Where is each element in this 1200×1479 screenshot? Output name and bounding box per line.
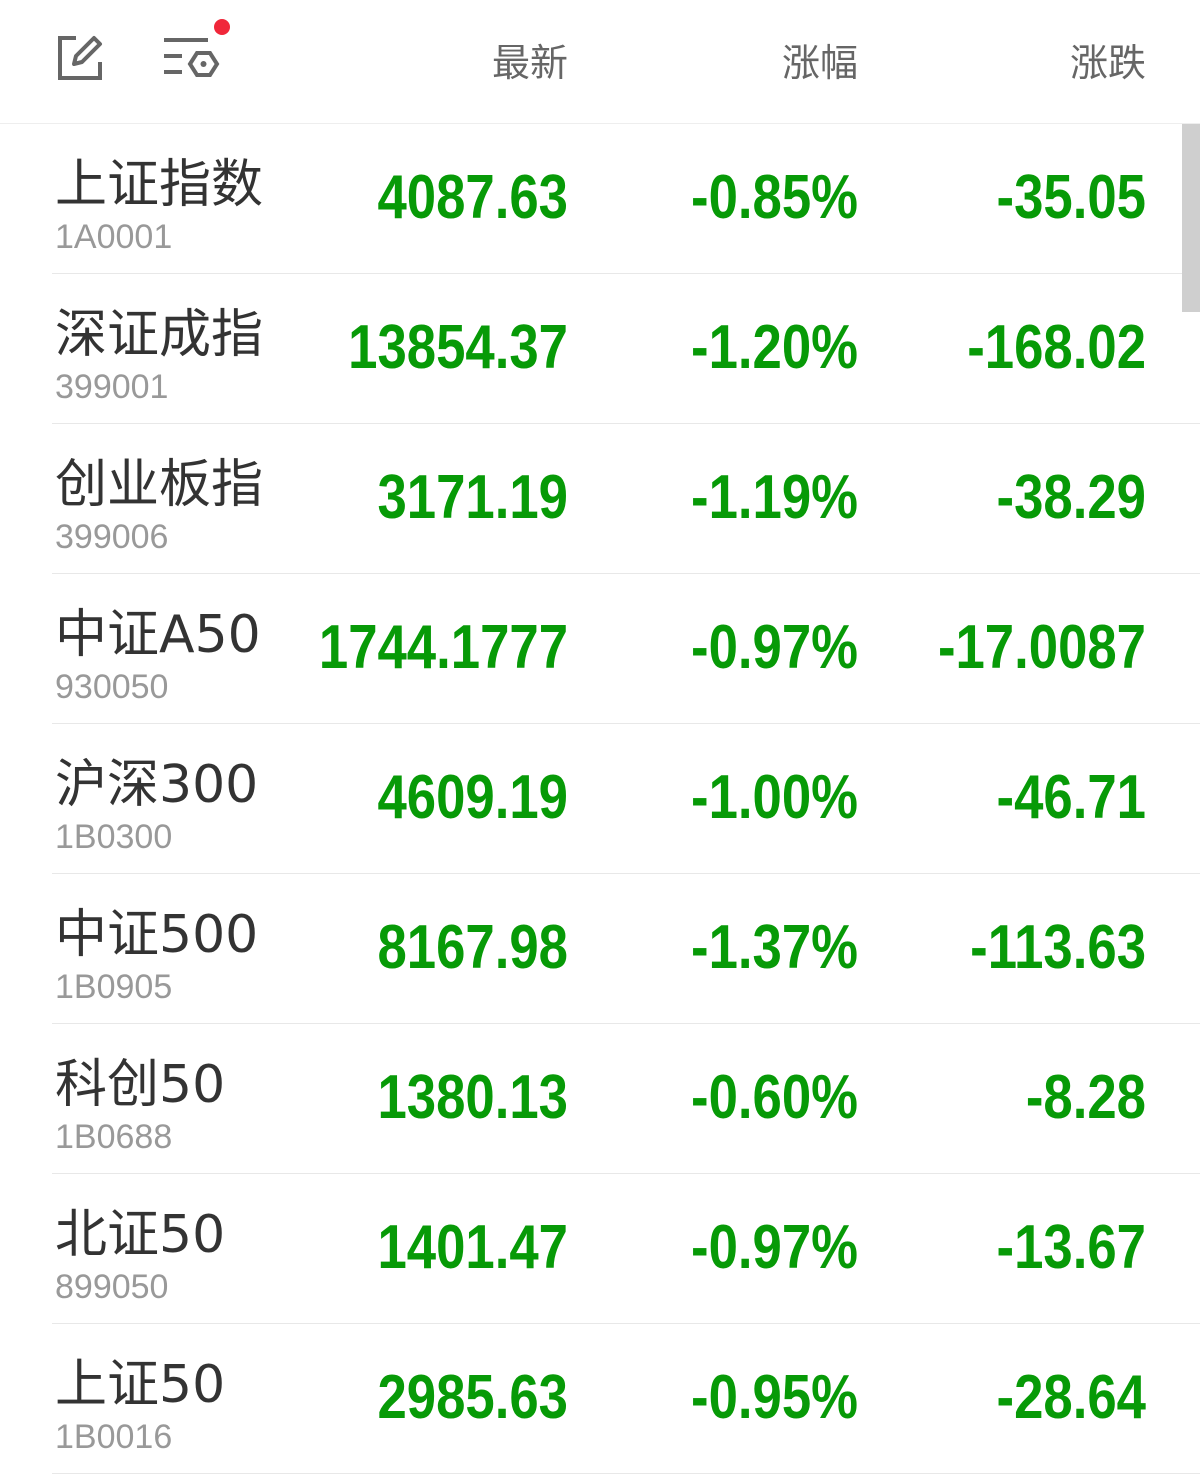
divider [52, 273, 1200, 274]
table-row[interactable]: 上证指数 1A0001 4087.63 -0.85% -35.05 [0, 124, 1200, 274]
index-name: 深证成指 [55, 305, 264, 365]
latest-price: 1744.1777 [318, 613, 568, 682]
column-change[interactable]: 涨跌 [1069, 41, 1146, 85]
table-row[interactable]: 深证成指 399001 13854.37 -1.20% -168.02 [0, 274, 1200, 424]
index-name: 沪深300 [55, 755, 259, 815]
table-row[interactable]: 上证50 1B0016 2985.63 -0.95% -28.64 [0, 1324, 1200, 1474]
divider [52, 423, 1200, 424]
table-row[interactable]: 沪深300 1B0300 4609.19 -1.00% -46.71 [0, 724, 1200, 874]
index-code: 899050 [55, 1268, 169, 1306]
table-row[interactable]: 科创50 1B0688 1380.13 -0.60% -8.28 [0, 1024, 1200, 1174]
change-amount: -168.02 [967, 313, 1146, 382]
notification-dot [214, 19, 230, 35]
divider [52, 573, 1200, 574]
index-code: 399006 [55, 518, 169, 556]
index-code: 1A0001 [55, 218, 173, 256]
divider [52, 1323, 1200, 1324]
header: 最新 涨幅 涨跌 [0, 0, 1200, 124]
index-code: 930050 [55, 668, 169, 706]
change-percent: -0.60% [691, 1063, 858, 1132]
divider [52, 1473, 1200, 1474]
change-amount: -17.0087 [937, 613, 1146, 682]
change-amount: -8.28 [1025, 1063, 1146, 1132]
index-code: 1B0688 [55, 1118, 173, 1156]
filter-settings-icon[interactable] [160, 18, 235, 82]
change-percent: -1.20% [691, 313, 858, 382]
latest-price: 8167.98 [377, 913, 568, 982]
index-name: 上证50 [55, 1355, 226, 1415]
latest-price: 3171.19 [377, 463, 568, 532]
change-amount: -35.05 [996, 163, 1146, 232]
table-row[interactable]: 北证50 899050 1401.47 -0.97% -13.67 [0, 1174, 1200, 1324]
column-latest[interactable]: 最新 [491, 41, 568, 85]
index-name: 北证50 [55, 1205, 226, 1265]
index-name: 创业板指 [55, 455, 264, 515]
table-row[interactable]: 创业板指 399006 3171.19 -1.19% -38.29 [0, 424, 1200, 574]
index-name: 上证指数 [55, 155, 264, 215]
change-percent: -1.19% [691, 463, 858, 532]
change-amount: -46.71 [996, 763, 1146, 832]
change-amount: -38.29 [996, 463, 1146, 532]
latest-price: 4087.63 [377, 163, 568, 232]
scrollbar[interactable] [1182, 124, 1200, 312]
index-code: 1B0905 [55, 968, 173, 1006]
index-name: 科创50 [55, 1055, 226, 1115]
divider [52, 723, 1200, 724]
change-amount: -28.64 [996, 1363, 1146, 1432]
latest-price: 1380.13 [377, 1063, 568, 1132]
index-code: 1B0016 [55, 1418, 173, 1456]
change-percent: -0.97% [691, 1213, 858, 1282]
change-percent: -1.00% [691, 763, 858, 832]
latest-price: 2985.63 [377, 1363, 568, 1432]
change-percent: -0.95% [691, 1363, 858, 1432]
latest-price: 13854.37 [348, 313, 568, 382]
change-percent: -0.97% [691, 613, 858, 682]
latest-price: 4609.19 [377, 763, 568, 832]
change-percent: -0.85% [691, 163, 858, 232]
index-name: 中证A50 [55, 605, 261, 665]
edit-icon[interactable] [56, 34, 104, 82]
index-code: 399001 [55, 368, 169, 406]
change-percent: -1.37% [691, 913, 858, 982]
column-change-pct[interactable]: 涨幅 [781, 41, 858, 85]
table-row[interactable]: 中证A50 930050 1744.1777 -0.97% -17.0087 [0, 574, 1200, 724]
index-name: 中证500 [55, 905, 259, 965]
index-code: 1B0300 [55, 818, 173, 856]
table-row[interactable]: 中证500 1B0905 8167.98 -1.37% -113.63 [0, 874, 1200, 1024]
divider [52, 873, 1200, 874]
divider [52, 1173, 1200, 1174]
divider [52, 1023, 1200, 1024]
change-amount: -13.67 [996, 1213, 1146, 1282]
latest-price: 1401.47 [377, 1213, 568, 1282]
change-amount: -113.63 [970, 913, 1146, 982]
